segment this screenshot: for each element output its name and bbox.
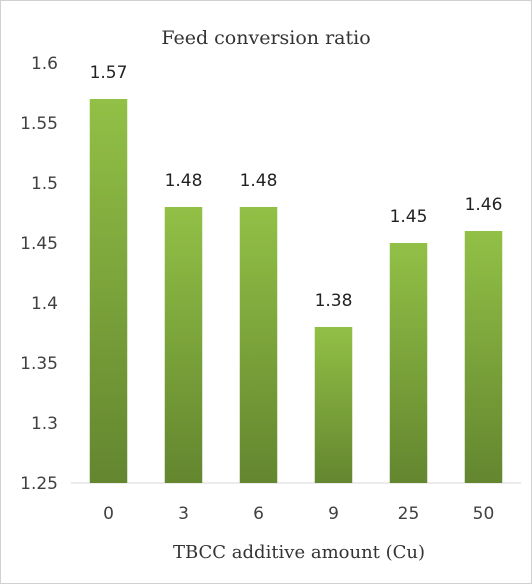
y-tick-label: 1.3: [31, 414, 58, 434]
y-tick-label: 1.45: [20, 234, 58, 254]
y-tick-label: 1.35: [20, 354, 58, 374]
y-tick-label: 1.25: [20, 474, 58, 494]
x-tick-label-3: 3: [178, 504, 189, 524]
bar-25: [389, 243, 428, 483]
bar-9: [314, 327, 353, 483]
data-label-9: 1.38: [315, 291, 353, 311]
bar-0: [89, 99, 128, 483]
bar-50: [464, 231, 503, 483]
data-label-50: 1.46: [465, 195, 503, 215]
bar-3: [164, 207, 203, 483]
x-axis-title: TBCC additive amount (Cu): [173, 542, 425, 563]
x-tick-label-25: 25: [398, 504, 420, 524]
data-label-25: 1.45: [390, 207, 428, 227]
y-axis-ticks: 1.25 1.3 1.35 1.4 1.45 1.5 1.55 1.6: [20, 54, 58, 494]
y-tick-label: 1.6: [31, 54, 58, 74]
x-tick-label-50: 50: [473, 504, 495, 524]
y-tick-label: 1.5: [31, 174, 58, 194]
x-tick-label-9: 9: [328, 504, 339, 524]
bars-group: [89, 99, 503, 483]
x-tick-label-0: 0: [103, 504, 114, 524]
y-tick-label: 1.4: [31, 294, 58, 314]
x-axis-ticks: 0 3 6 9 25 50: [103, 504, 494, 524]
bar-6: [239, 207, 278, 483]
y-tick-label: 1.55: [20, 114, 58, 134]
chart-title: Feed conversion ratio: [161, 27, 370, 49]
data-labels-group: 1.57 1.48 1.48 1.38 1.45 1.46: [90, 63, 503, 311]
data-label-0: 1.57: [90, 63, 128, 83]
data-label-3: 1.48: [165, 171, 203, 191]
x-tick-label-6: 6: [253, 504, 264, 524]
data-label-6: 1.48: [240, 171, 278, 191]
